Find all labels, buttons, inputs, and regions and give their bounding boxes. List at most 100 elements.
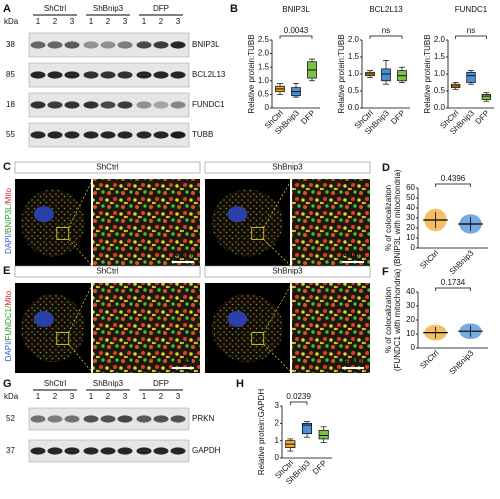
band xyxy=(136,415,152,423)
band xyxy=(136,41,152,49)
band xyxy=(153,447,169,455)
lane-label: 1 xyxy=(89,17,94,26)
y-tick-label: 0 xyxy=(411,243,416,252)
x-tick-label: ShCtrl xyxy=(418,348,440,370)
comparison-bracket xyxy=(289,401,308,405)
stain-part: Mito xyxy=(4,188,13,204)
band xyxy=(47,71,63,79)
band xyxy=(47,447,63,455)
group-label: DFP xyxy=(153,4,169,13)
chart-title: BCL2L13 xyxy=(369,5,403,14)
kda-value: 38 xyxy=(6,40,15,49)
lane-label: 2 xyxy=(159,17,164,26)
band xyxy=(170,101,186,109)
band xyxy=(117,447,133,455)
band xyxy=(64,131,80,139)
band xyxy=(83,71,99,79)
band xyxy=(100,101,116,109)
band xyxy=(117,131,133,139)
band xyxy=(100,447,116,455)
y-tick-label: 0 xyxy=(265,103,270,112)
band xyxy=(100,41,116,49)
kda-value: 85 xyxy=(6,70,15,79)
band xyxy=(153,41,169,49)
condition-header xyxy=(14,265,201,278)
band xyxy=(30,101,46,109)
y-axis-label: (BNIP3L with mitochondria) xyxy=(393,169,402,266)
y-tick-label: 2 xyxy=(275,418,280,427)
band xyxy=(117,101,133,109)
y-tick-label: 30 xyxy=(406,213,415,222)
scale-label: 4 µm xyxy=(174,250,192,259)
band xyxy=(83,415,99,423)
cell xyxy=(211,189,284,257)
group-label: ShBnip3 xyxy=(93,4,124,13)
panel-label: G xyxy=(3,378,12,390)
comparison-bracket xyxy=(369,35,403,39)
y-tick-label: 1.0 xyxy=(434,69,446,78)
band xyxy=(30,415,46,423)
roi-link xyxy=(263,282,293,333)
y-axis-label: (FUNDC1 with mitochondria) xyxy=(393,269,402,372)
band xyxy=(64,415,80,423)
y-axis-label: Relative protein:TUBB xyxy=(247,34,256,113)
protein-label: BCL2L13 xyxy=(192,70,226,79)
y-axis-label: % of colocalization xyxy=(384,185,393,251)
y-tick-label: 0.5 xyxy=(258,90,270,99)
band xyxy=(136,71,152,79)
roi-link xyxy=(263,239,293,268)
protein-label: PRKN xyxy=(192,414,214,423)
lane-label: 3 xyxy=(123,392,128,401)
band xyxy=(47,415,63,423)
box xyxy=(481,94,491,100)
band xyxy=(117,41,133,49)
lane-label: 2 xyxy=(159,392,164,401)
band xyxy=(64,41,80,49)
panel-label: F xyxy=(382,266,389,278)
band xyxy=(170,71,186,79)
nucleus xyxy=(227,311,248,327)
lane-label: 1 xyxy=(36,17,41,26)
box xyxy=(381,68,391,82)
panel-label: D xyxy=(382,162,390,174)
lane-label: 2 xyxy=(53,392,58,401)
y-tick-label: 2.0 xyxy=(348,35,360,44)
zoom-image xyxy=(93,283,200,373)
band xyxy=(117,71,133,79)
y-tick-label: 10 xyxy=(406,329,415,338)
y-axis-label: % of colocalization xyxy=(384,287,393,353)
band xyxy=(83,101,99,109)
y-tick-label: 2.5 xyxy=(258,35,270,44)
band xyxy=(83,447,99,455)
y-axis-label: Relative protein:TUBB xyxy=(337,34,346,113)
comparison-bracket xyxy=(279,35,313,39)
x-tick-label: ShBnip3 xyxy=(448,248,476,276)
condition-label: ShBnip3 xyxy=(272,163,303,172)
lane-label: 1 xyxy=(142,392,147,401)
band xyxy=(117,415,133,423)
band xyxy=(100,131,116,139)
y-tick-label: 50 xyxy=(406,193,415,202)
comparison-bracket xyxy=(435,183,471,187)
roi-box xyxy=(56,226,70,240)
stain-part: BNIP3L/ xyxy=(4,202,13,233)
comparison-label: 0.0043 xyxy=(284,26,309,35)
zoom-image xyxy=(93,179,200,267)
lane-label: 3 xyxy=(176,392,181,401)
band xyxy=(153,71,169,79)
chart-title: FUNDC1 xyxy=(455,5,488,14)
x-tick-label: DFP xyxy=(474,109,492,127)
x-tick-label: DFP xyxy=(311,459,329,477)
band xyxy=(47,131,63,139)
band xyxy=(136,101,152,109)
lane-label: 3 xyxy=(70,17,75,26)
protein-label: BNIP3L xyxy=(192,40,220,49)
y-tick-label: 1.5 xyxy=(348,52,360,61)
stain-label: DAPI/BNIP3L/Mito xyxy=(4,188,13,254)
protein-label: TUBB xyxy=(192,130,213,139)
y-tick-label: 0.5 xyxy=(434,86,446,95)
lane-label: 1 xyxy=(36,392,41,401)
scale-label: 4 µm xyxy=(344,356,362,365)
band xyxy=(64,71,80,79)
